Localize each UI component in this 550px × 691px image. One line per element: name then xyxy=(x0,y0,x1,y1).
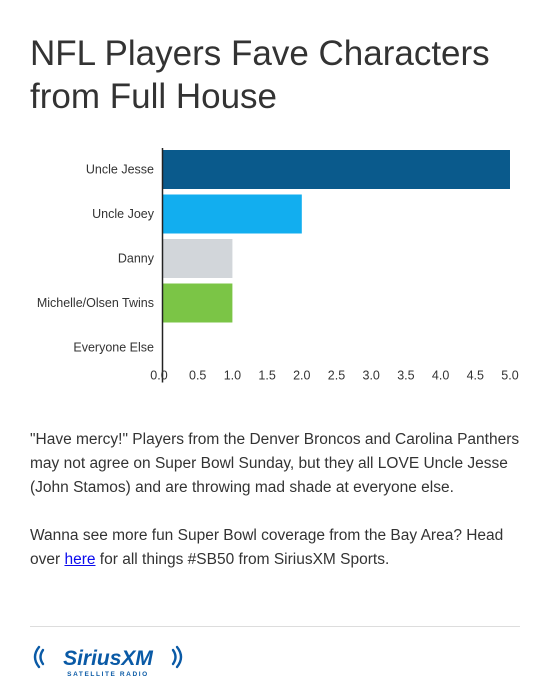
logo-tagline: SATELLITE RADIO xyxy=(67,671,149,678)
divider xyxy=(30,626,520,627)
x-tick-label: 1.5 xyxy=(258,369,275,383)
x-tick-label: 0.5 xyxy=(189,369,206,383)
category-label: Everyone Else xyxy=(73,341,154,355)
description-text-after-link: for all things #SB50 from SiriusXM Sport… xyxy=(95,551,390,568)
here-link[interactable]: here xyxy=(64,551,96,568)
description-paragraph-2: Wanna see more fun Super Bowl coverage f… xyxy=(30,524,525,572)
category-label: Uncle Jesse xyxy=(86,163,154,177)
x-tick-label: 3.0 xyxy=(363,369,380,383)
x-tick-label: 1.0 xyxy=(224,369,241,383)
left-wave-inner xyxy=(39,648,45,666)
chart-title: NFL Players Fave Characters from Full Ho… xyxy=(30,34,490,116)
bar xyxy=(163,150,510,189)
siriusxm-logo[interactable]: SiriusXM SATELLITE RADIO xyxy=(30,640,190,680)
x-tick-label: 2.0 xyxy=(293,369,310,383)
description-paragraph-1: "Have mercy!" Players from the Denver Br… xyxy=(30,431,520,496)
right-wave-inner xyxy=(171,648,177,666)
x-tick-label: 3.5 xyxy=(397,369,414,383)
x-tick-label: 2.5 xyxy=(328,369,345,383)
left-wave-outer xyxy=(33,645,41,669)
category-label: Uncle Joey xyxy=(92,207,155,221)
x-tick-label: 0.0 xyxy=(150,369,167,383)
category-label: Michelle/Olsen Twins xyxy=(37,296,154,310)
bar xyxy=(163,283,233,323)
description: "Have mercy!" Players from the Denver Br… xyxy=(30,428,525,596)
bar xyxy=(163,239,233,278)
category-label: Danny xyxy=(118,252,155,266)
sound-waves-icon xyxy=(33,645,183,669)
bar-chart: Uncle Jesse Uncle Joey Danny Michelle/Olsen… xyxy=(37,148,519,383)
x-tick-label: 4.0 xyxy=(432,369,449,383)
logo-wordmark: SiriusXM xyxy=(63,647,153,670)
description-text-before-link: Wanna see more fun Super Bowl coverage f… xyxy=(30,527,504,568)
x-tick-label: 4.5 xyxy=(467,369,484,383)
x-tick-label: 5.0 xyxy=(501,369,518,383)
bar xyxy=(163,194,302,234)
right-wave-outer xyxy=(175,645,183,669)
